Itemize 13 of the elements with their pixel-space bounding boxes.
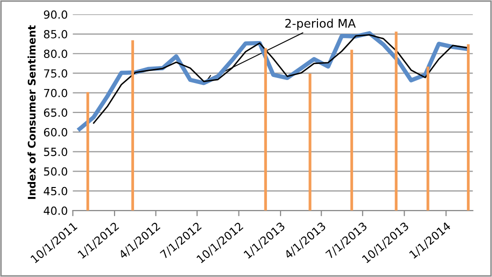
y-tick-label: 50.0 xyxy=(44,167,68,176)
y-axis-title: Index of Consumer Sentiment xyxy=(28,25,36,199)
y-tick-label: 60.0 xyxy=(44,128,68,136)
y-tick-label: 80.0 xyxy=(44,50,68,58)
y-tick-label: 70.0 xyxy=(44,88,68,98)
y-tick-label: 90.0 xyxy=(44,10,68,19)
y-tick-label: 85.0 xyxy=(44,30,68,38)
y-tick-label: 40.0 xyxy=(44,206,68,215)
y-tick-label: 45.0 xyxy=(44,186,68,196)
y-tick-label: 75.0 xyxy=(44,69,68,78)
y-tick-label: 65.0 xyxy=(44,108,68,117)
y-tick-label: 55.0 xyxy=(44,148,68,156)
annotation: 2-period MA xyxy=(285,18,356,30)
